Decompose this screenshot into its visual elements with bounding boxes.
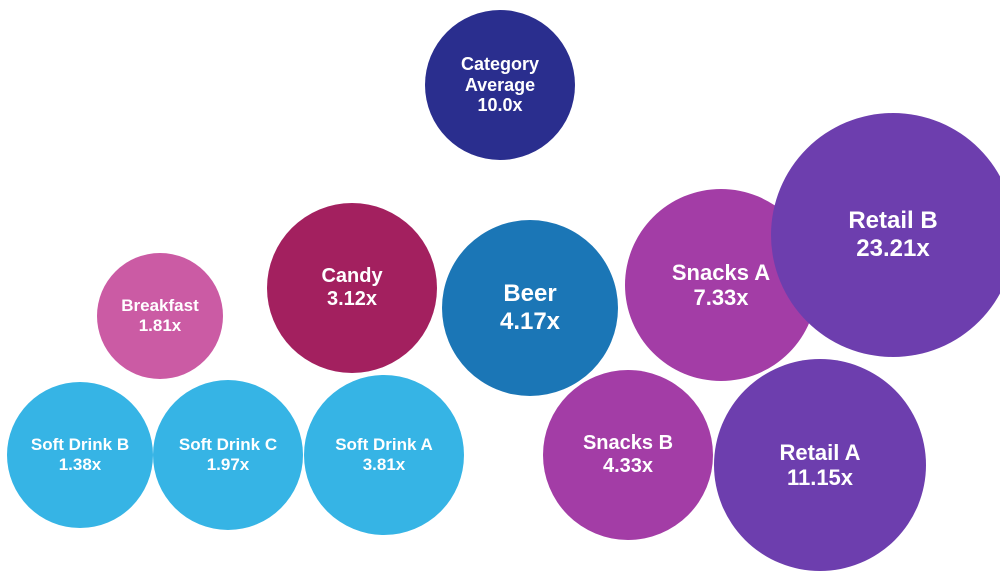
- bubble-label: Soft Drink A: [335, 435, 433, 455]
- bubble-retail-a: Retail A 11.15x: [714, 359, 926, 571]
- bubble-value: 4.17x: [500, 308, 560, 336]
- bubble-label: Soft Drink C: [179, 435, 277, 455]
- bubble-label: Category Average: [461, 54, 539, 95]
- bubble-value: 1.97x: [207, 455, 250, 475]
- bubble-label: Snacks B: [583, 432, 673, 455]
- bubble-value: 1.81x: [139, 316, 182, 336]
- bubble-chart: Category Average 10.0x Breakfast 1.81x C…: [0, 0, 1000, 571]
- bubble-candy: Candy 3.12x: [267, 203, 437, 373]
- bubble-soft-drink-a: Soft Drink A 3.81x: [304, 375, 464, 535]
- bubble-breakfast: Breakfast 1.81x: [97, 253, 223, 379]
- bubble-label: Snacks A: [672, 260, 770, 285]
- bubble-soft-drink-c: Soft Drink C 1.97x: [153, 380, 303, 530]
- bubble-value: 11.15x: [787, 465, 853, 490]
- bubble-snacks-b: Snacks B 4.33x: [543, 370, 713, 540]
- bubble-value: 3.81x: [363, 455, 406, 475]
- bubble-value: 4.33x: [603, 455, 653, 478]
- bubble-label: Retail B: [848, 207, 937, 235]
- bubble-value: 7.33x: [693, 285, 748, 310]
- bubble-soft-drink-b: Soft Drink B 1.38x: [7, 382, 153, 528]
- bubble-label: Candy: [321, 265, 382, 288]
- bubble-beer: Beer 4.17x: [442, 220, 618, 396]
- bubble-category-average: Category Average 10.0x: [425, 10, 575, 160]
- bubble-value: 23.21x: [856, 235, 929, 263]
- bubble-value: 10.0x: [477, 95, 522, 116]
- bubble-retail-b: Retail B 23.21x: [771, 113, 1000, 357]
- bubble-value: 3.12x: [327, 288, 377, 311]
- bubble-value: 1.38x: [59, 455, 102, 475]
- bubble-label: Soft Drink B: [31, 435, 129, 455]
- bubble-label: Beer: [503, 280, 556, 308]
- bubble-label: Retail A: [779, 440, 860, 465]
- bubble-label: Breakfast: [121, 296, 199, 316]
